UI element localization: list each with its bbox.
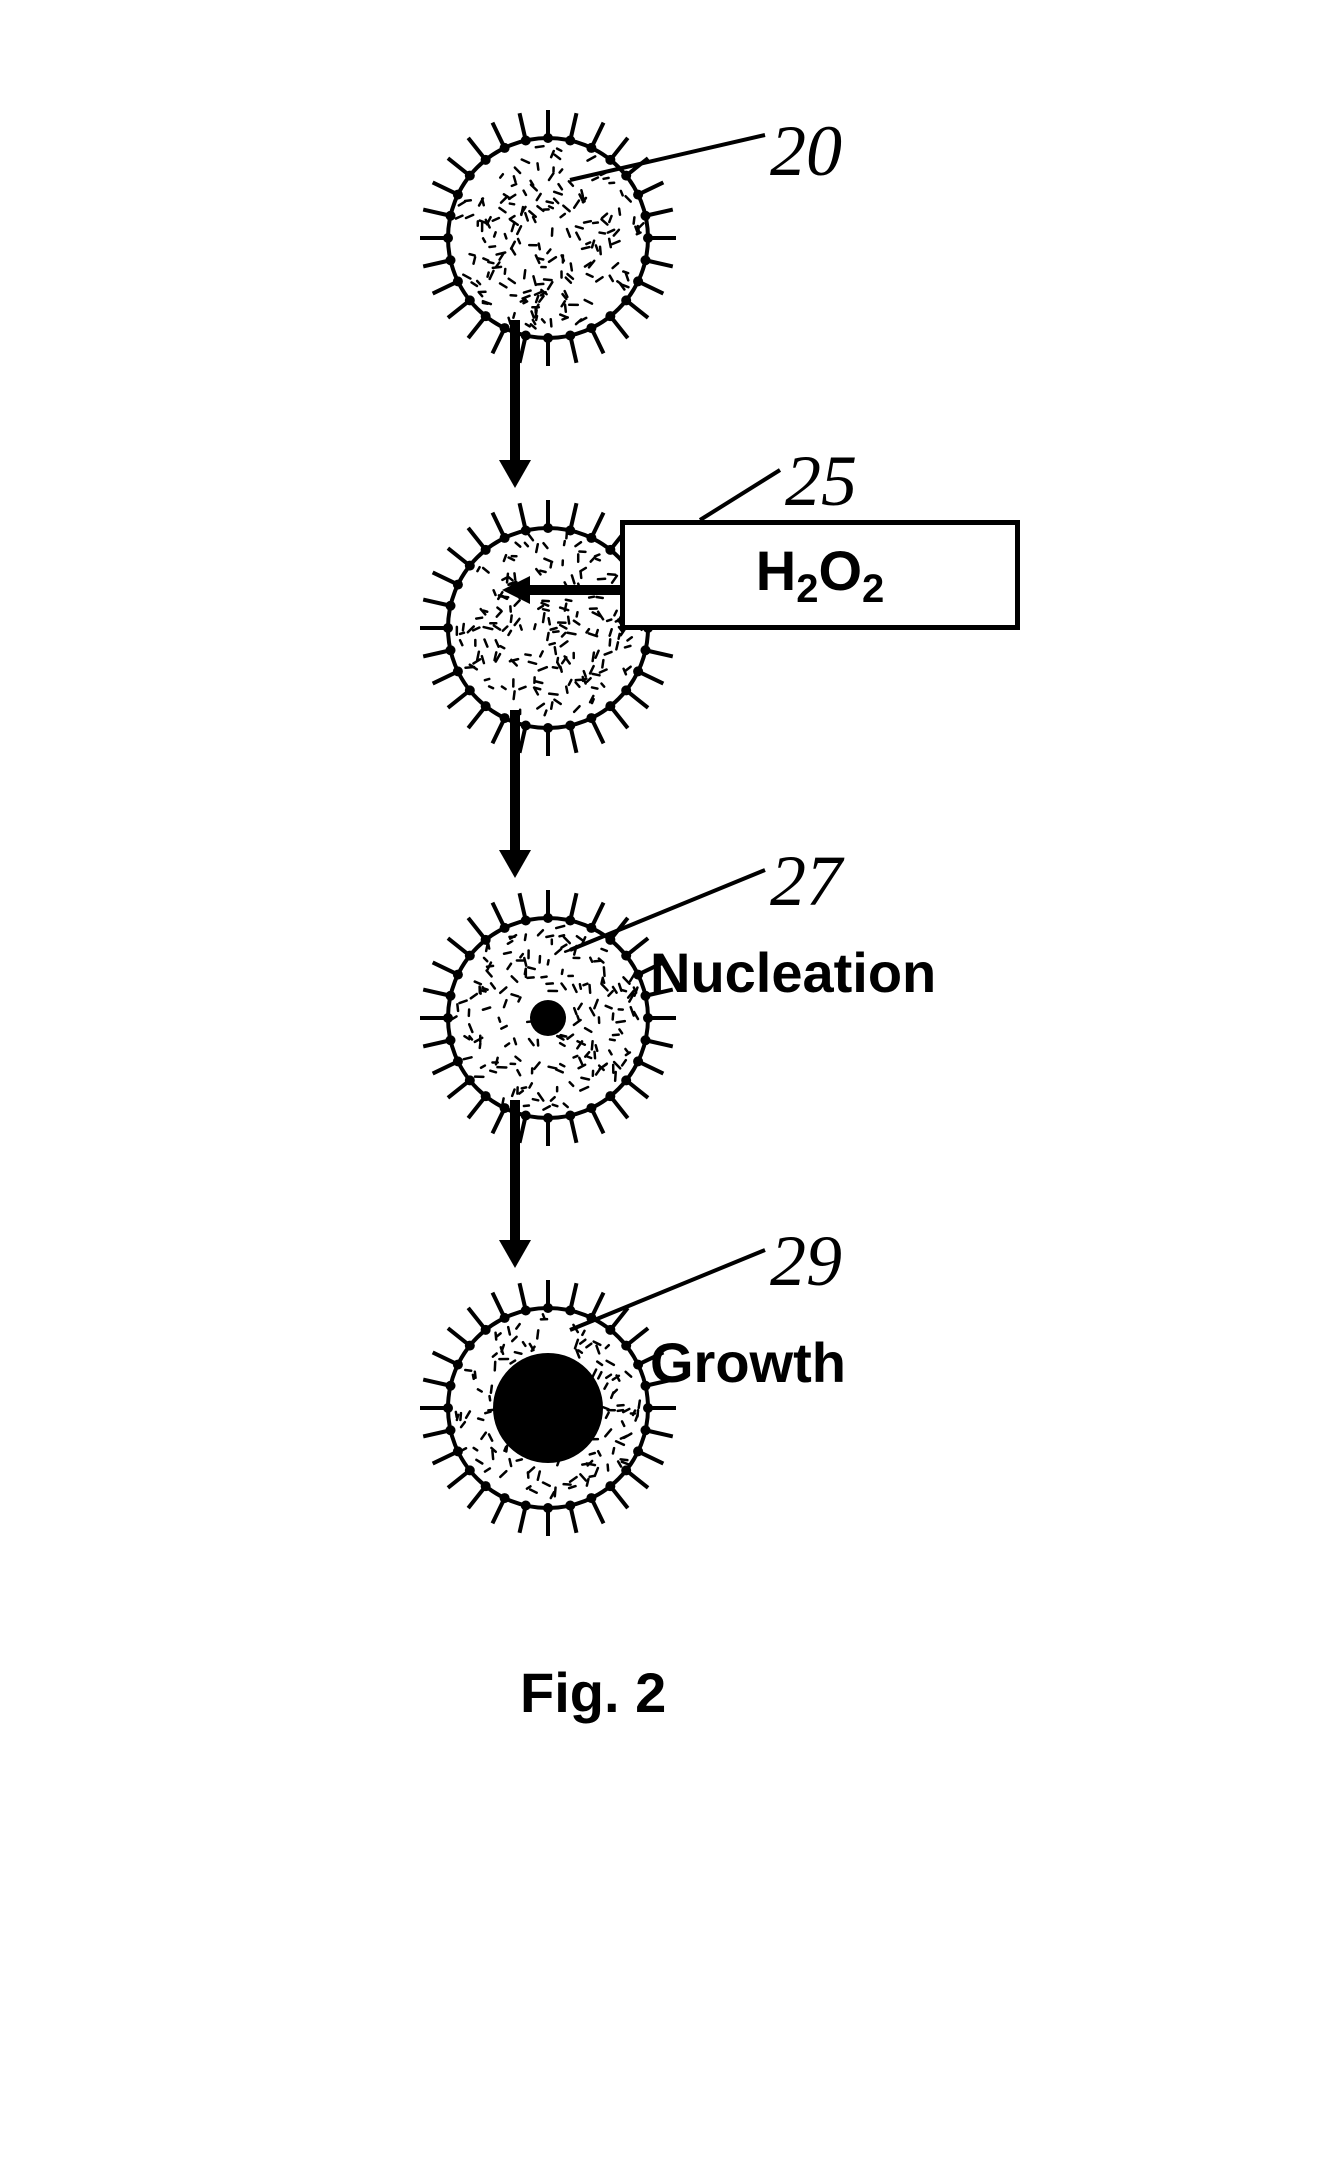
reference-line: [565, 1245, 770, 1335]
reference-line: [565, 130, 770, 185]
h2o2-box: H2O2: [620, 520, 1020, 630]
h2o2-label: H2O2: [756, 538, 885, 612]
reference-number-25: 25: [785, 440, 857, 523]
reference-number-27: 27: [770, 840, 842, 923]
stage-label-nucleation: Nucleation: [650, 940, 936, 1005]
figure-caption: Fig. 2: [520, 1660, 666, 1725]
h2o2-arrow: [500, 570, 630, 610]
arrow-down: [495, 320, 535, 490]
arrow-down: [495, 710, 535, 880]
stage-label-growth: Growth: [650, 1330, 846, 1395]
reference-number-29: 29: [770, 1220, 842, 1303]
arrow-down: [495, 1100, 535, 1270]
reference-number-20: 20: [770, 110, 842, 193]
reference-line: [695, 465, 785, 525]
